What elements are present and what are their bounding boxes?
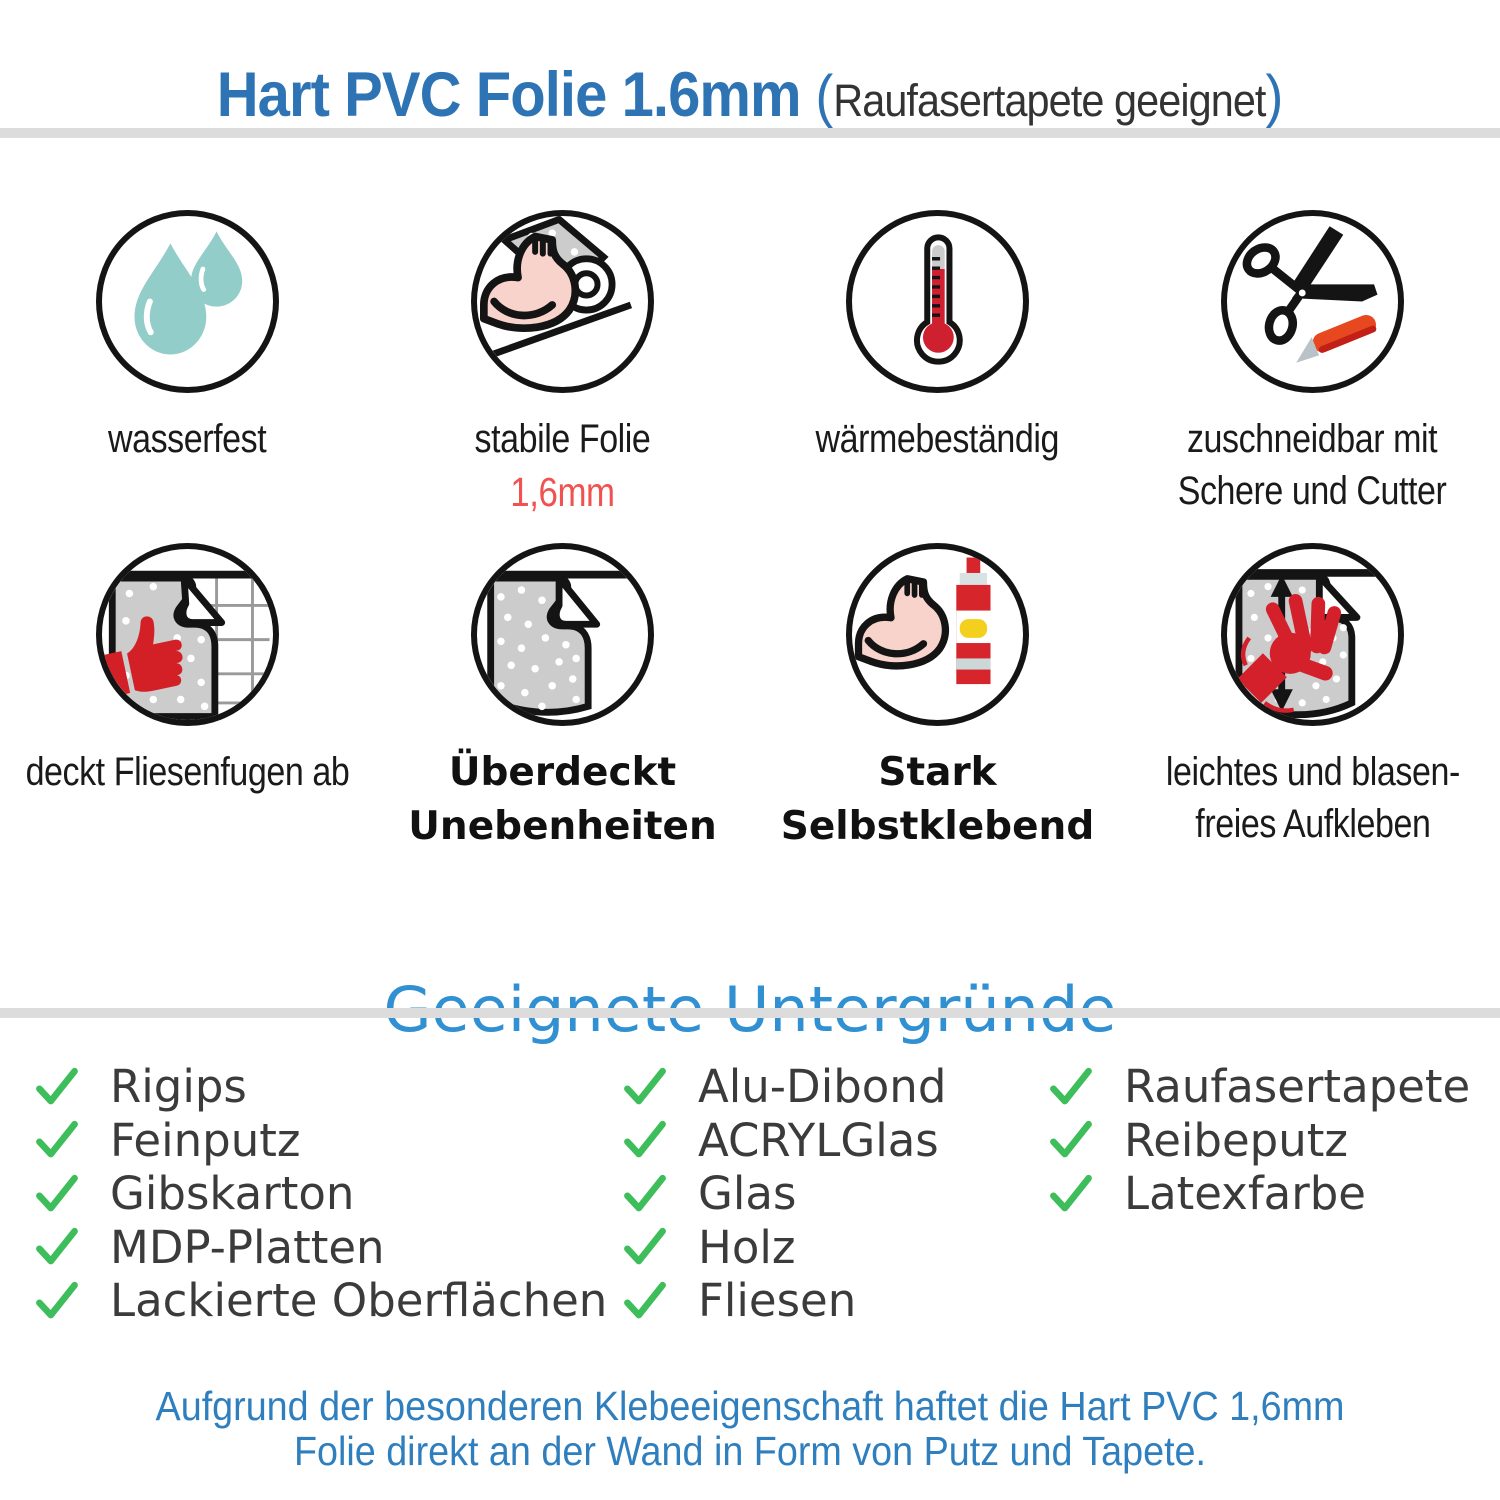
check-icon	[624, 1228, 666, 1265]
water-drops-icon	[96, 210, 279, 393]
list-item: Lackierte Oberflächen	[30, 1274, 607, 1328]
feature-label: Überdeckt Unebenheiten	[408, 750, 717, 849]
surfaces-column-3: Raufasertapete Reibeputz Latexfarbe	[1044, 1060, 1470, 1221]
strong-arm-glue-tube-icon	[846, 543, 1029, 726]
feature-aufkleben: leichtes und blasen- freies Aufkleben	[1125, 543, 1500, 854]
list-item: Holz	[618, 1221, 946, 1275]
feature-selbstklebend: Stark Selbstklebend	[750, 543, 1125, 854]
check-icon	[36, 1121, 78, 1158]
check-icon	[1050, 1067, 1092, 1105]
feature-zuschneidbar: zuschneidbar mit Schere und Cutter	[1125, 210, 1500, 519]
features-row-1: wasserfest	[0, 210, 1500, 519]
list-item: Fliesen	[618, 1274, 946, 1328]
feature-label: stabile Folie 1,6mm	[475, 413, 651, 519]
list-item: Feinputz	[30, 1114, 607, 1168]
thickness-value: 1,6mm	[510, 469, 615, 515]
surfaces-column-2: Alu-Dibond ACRYLGlas Glas Holz Fliesen	[618, 1060, 946, 1328]
list-item: ACRYLGlas	[618, 1114, 946, 1168]
list-item: Raufasertapete	[1044, 1060, 1470, 1114]
strong-arm-foil-roll-icon	[471, 210, 654, 393]
list-item: Rigips	[30, 1060, 607, 1114]
divider-middle	[0, 1008, 1500, 1018]
feature-label: leichtes und blasen- freies Aufkleben	[1165, 750, 1460, 846]
page-title: Hart PVC Folie 1.6mm (Raufasertapete gee…	[60, 59, 1440, 131]
feature-fliesenfugen: deckt Fliesenfugen ab	[0, 543, 375, 854]
scissors-and-cutter-icon	[1221, 210, 1404, 393]
thermometer-icon	[846, 210, 1029, 393]
check-icon	[1050, 1121, 1092, 1158]
list-item: Alu-Dibond	[618, 1060, 946, 1114]
check-icon	[36, 1067, 78, 1105]
open-paren: (	[815, 64, 834, 130]
surfaces-column-1: Rigips Feinputz Gibskarton MDP-Platten L…	[30, 1060, 607, 1328]
features-row-2: deckt Fliesenfugen ab	[0, 543, 1500, 854]
divider-top	[0, 128, 1500, 138]
list-item: MDP-Platten	[30, 1221, 607, 1275]
feature-waermebestaendig: wärmebeständig	[750, 210, 1125, 519]
list-item: Latexfarbe	[1044, 1167, 1470, 1221]
footer-line-2: Folie direkt an der Wand in Form von Put…	[293, 1428, 1207, 1474]
check-icon	[624, 1067, 666, 1105]
feature-label: Stark Selbstklebend	[780, 750, 1095, 849]
foil-covering-unevenness-icon	[471, 543, 654, 726]
feature-stabile-folie: stabile Folie 1,6mm	[375, 210, 750, 519]
check-icon	[36, 1174, 78, 1212]
check-icon	[36, 1281, 78, 1319]
footer-line-1: Aufgrund der besonderen Klebeeigenschaft…	[155, 1383, 1345, 1429]
feature-label: wasserfest	[108, 417, 267, 461]
check-icon	[624, 1174, 666, 1212]
feature-label: zuschneidbar mit Schere und Cutter	[1178, 417, 1447, 513]
feature-label: deckt Fliesenfugen ab	[25, 750, 350, 794]
thumbs-up-tile-grout-icon	[96, 543, 279, 726]
check-icon	[36, 1228, 78, 1265]
check-icon	[624, 1121, 666, 1158]
close-paren: )	[1265, 64, 1284, 130]
check-icon	[1050, 1174, 1092, 1212]
list-item: Reibeputz	[1044, 1114, 1470, 1168]
title-main: Hart PVC Folie 1.6mm	[216, 60, 802, 131]
feature-ueberdeckt: Überdeckt Unebenheiten	[375, 543, 750, 854]
feature-label: wärmebeständig	[815, 417, 1060, 461]
feature-wasserfest: wasserfest	[0, 210, 375, 519]
footer-note: Aufgrund der besonderen Klebeeigenschaft…	[0, 1384, 1500, 1474]
hand-bubble-free-application-icon	[1221, 543, 1404, 726]
list-item: Gibskarton	[30, 1167, 607, 1221]
list-item: Glas	[618, 1167, 946, 1221]
check-icon	[624, 1281, 666, 1319]
title-note: Raufasertapete geeignet	[833, 75, 1266, 127]
